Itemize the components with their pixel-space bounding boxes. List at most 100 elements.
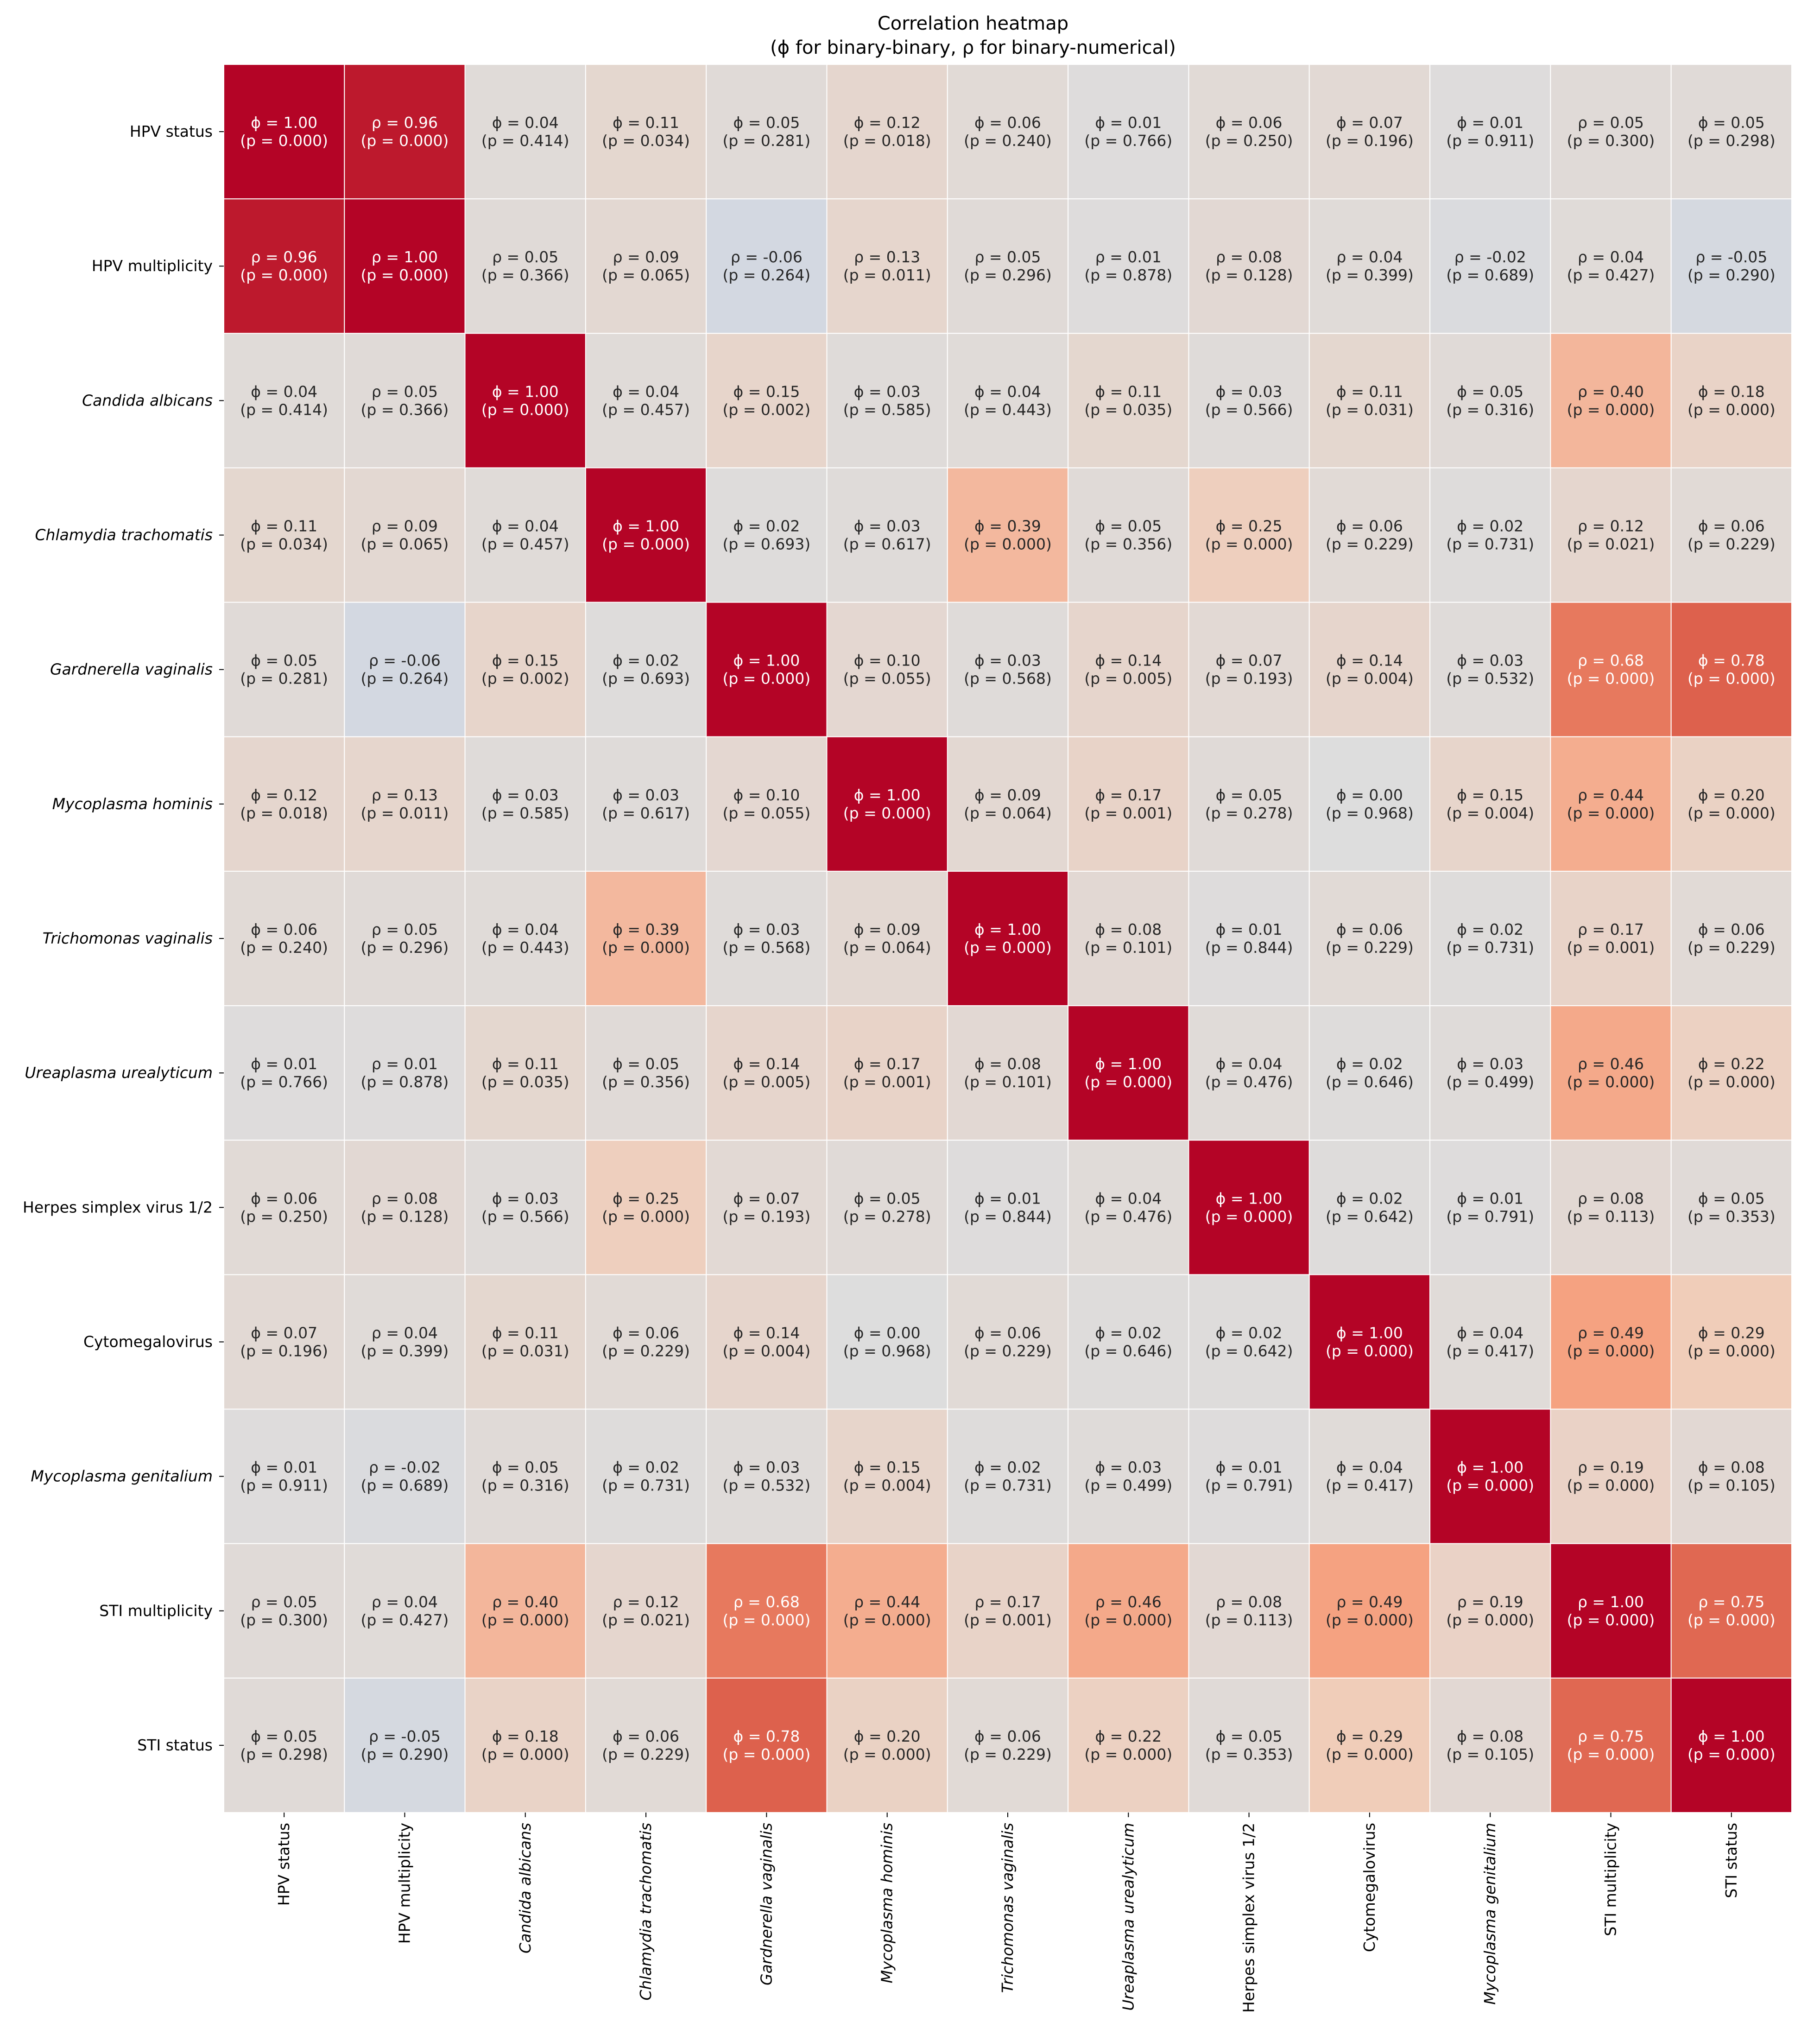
- cell-coefficient-label: ρ = 0.01: [1095, 248, 1162, 266]
- cell-pvalue-label: (p = 0.128): [1205, 266, 1293, 284]
- cell-coefficient-label: ρ = 0.17: [1578, 920, 1644, 938]
- cell-coefficient-label: ϕ = 0.03: [492, 786, 559, 804]
- cell-pvalue-label: (p = 0.001): [1567, 938, 1655, 957]
- heatmap-cell: [1068, 1543, 1189, 1679]
- cell-pvalue-label: (p = 0.113): [1567, 1207, 1655, 1225]
- cell-pvalue-label: (p = 0.399): [1326, 266, 1414, 284]
- cell-coefficient-label: ϕ = 0.04: [492, 920, 559, 938]
- heatmap-cell: [1308, 1140, 1431, 1275]
- cell-coefficient-label: ϕ = 1.00: [492, 382, 559, 400]
- heatmap-cell: [464, 1543, 586, 1679]
- cell-pvalue-label: (p = 0.229): [964, 1342, 1052, 1360]
- heatmap-cell: [1429, 602, 1551, 737]
- cell-coefficient-label: ρ = 0.04: [1578, 248, 1644, 266]
- cell-pvalue-label: (p = 0.000): [1205, 1207, 1293, 1225]
- cell-coefficient-label: ϕ = 0.29: [1698, 1324, 1765, 1342]
- x-axis-tick-labels: HPV status HPV multiplicity Candida albica…: [275, 1813, 1740, 2013]
- heatmap-cells: ϕ = 1.00(p = 0.000)ρ = 0.96(p = 0.000)ϕ …: [223, 64, 1793, 1813]
- cell-coefficient-label: ϕ = 0.04: [1216, 1055, 1283, 1073]
- cell-pvalue-label: (p = 0.002): [481, 670, 569, 688]
- cell-pvalue-label: (p = 0.000): [361, 132, 449, 150]
- cell-pvalue-label: (p = 0.532): [722, 1477, 810, 1495]
- cell-coefficient-label: ϕ = 0.11: [613, 114, 679, 132]
- cell-pvalue-label: (p = 0.298): [240, 1745, 328, 1763]
- heatmap-cell: [1188, 1274, 1310, 1410]
- cell-coefficient-label: ϕ = 0.08: [1095, 920, 1162, 938]
- heatmap-cell: [1429, 1408, 1551, 1544]
- y-tick-label: Mycoplasma genitalium: [31, 1467, 213, 1485]
- cell-coefficient-label: ϕ = 0.02: [733, 517, 800, 535]
- cell-coefficient-label: ϕ = 0.02: [1336, 1189, 1403, 1207]
- cell-coefficient-label: ϕ = 0.39: [974, 517, 1041, 535]
- cell-pvalue-label: (p = 0.005): [1084, 670, 1172, 688]
- cell-pvalue-label: (p = 0.000): [361, 266, 449, 284]
- cell-pvalue-label: (p = 0.113): [1205, 1611, 1293, 1629]
- cell-coefficient-label: ρ = 0.05: [372, 920, 438, 938]
- cell-pvalue-label: (p = 0.499): [1084, 1477, 1172, 1495]
- cell-coefficient-label: ϕ = 0.22: [1698, 1055, 1765, 1073]
- heatmap-cell: [826, 1140, 948, 1275]
- cell-pvalue-label: (p = 0.532): [1446, 670, 1534, 688]
- cell-pvalue-label: (p = 0.791): [1446, 1207, 1534, 1225]
- cell-coefficient-label: ϕ = 0.05: [251, 1727, 317, 1745]
- cell-pvalue-label: (p = 0.585): [843, 400, 931, 418]
- heatmap-cell: [344, 736, 466, 872]
- heatmap-cell: [1429, 1140, 1551, 1275]
- heatmap-cell: [1670, 870, 1793, 1007]
- cell-pvalue-label: (p = 0.000): [1567, 1745, 1655, 1763]
- heatmap-cell: [585, 64, 707, 200]
- heatmap-cell: [464, 870, 586, 1007]
- cell-pvalue-label: (p = 0.566): [481, 1207, 569, 1225]
- cell-pvalue-label: (p = 0.000): [1567, 1073, 1655, 1091]
- cell-pvalue-label: (p = 0.196): [1326, 132, 1414, 150]
- heatmap-cell: [1550, 1005, 1672, 1141]
- heatmap-cell: [344, 1005, 466, 1141]
- cell-coefficient-label: ϕ = 0.17: [854, 1055, 921, 1073]
- cell-pvalue-label: (p = 0.000): [1567, 670, 1655, 688]
- cell-coefficient-label: ϕ = 1.00: [854, 786, 921, 804]
- heatmap-cell: [464, 1408, 586, 1544]
- cell-pvalue-label: (p = 0.417): [1326, 1477, 1414, 1495]
- cell-coefficient-label: ϕ = 0.10: [733, 786, 800, 804]
- cell-coefficient-label: ρ = 0.08: [1216, 1593, 1282, 1611]
- cell-pvalue-label: (p = 0.000): [602, 938, 690, 957]
- x-tick-label: HPV status: [275, 1823, 293, 1906]
- cell-coefficient-label: ϕ = 1.00: [1095, 1055, 1162, 1073]
- cell-coefficient-label: ρ = 0.04: [372, 1324, 438, 1342]
- x-tick-label: Gardnerella vaginalis: [757, 1823, 775, 1985]
- heatmap-cell: [706, 1274, 828, 1410]
- cell-coefficient-label: ϕ = 0.03: [854, 517, 921, 535]
- cell-coefficient-label: ϕ = 0.06: [1336, 517, 1403, 535]
- heatmap-cell: [1188, 1543, 1310, 1679]
- heatmap-cell: [706, 1140, 828, 1275]
- cell-coefficient-label: ϕ = 0.14: [733, 1324, 800, 1342]
- cell-pvalue-label: (p = 0.766): [240, 1073, 328, 1091]
- cell-pvalue-label: (p = 0.427): [361, 1611, 449, 1629]
- heatmap-cell: [223, 602, 345, 737]
- cell-coefficient-label: ϕ = 0.22: [1095, 1727, 1162, 1745]
- cell-coefficient-label: ϕ = 0.11: [251, 517, 317, 535]
- cell-coefficient-label: ϕ = 0.06: [974, 1727, 1041, 1745]
- cell-pvalue-label: (p = 0.731): [1446, 535, 1534, 553]
- cell-pvalue-label: (p = 0.585): [481, 804, 569, 822]
- cell-pvalue-label: (p = 0.035): [481, 1073, 569, 1091]
- cell-pvalue-label: (p = 0.693): [722, 535, 810, 553]
- cell-pvalue-label: (p = 0.000): [1326, 1342, 1414, 1360]
- cell-coefficient-label: ϕ = 0.12: [854, 114, 921, 132]
- heatmap-cell: [1068, 736, 1189, 872]
- cell-pvalue-label: (p = 0.000): [964, 938, 1052, 957]
- y-tick-label: HPV multiplicity: [92, 257, 213, 275]
- cell-pvalue-label: (p = 0.065): [361, 535, 449, 553]
- cell-pvalue-label: (p = 0.731): [964, 1477, 1052, 1495]
- y-tick-label: Mycoplasma hominis: [52, 795, 213, 813]
- cell-pvalue-label: (p = 0.021): [602, 1611, 690, 1629]
- cell-coefficient-label: ϕ = 0.02: [613, 652, 679, 670]
- cell-coefficient-label: ϕ = 0.02: [1336, 1055, 1403, 1073]
- cell-pvalue-label: (p = 0.229): [1687, 938, 1776, 957]
- heatmap-cell: [706, 870, 828, 1007]
- cell-pvalue-label: (p = 0.290): [1687, 266, 1776, 284]
- cell-coefficient-label: ϕ = 0.05: [1698, 1189, 1765, 1207]
- cell-coefficient-label: ρ = 0.44: [854, 1593, 920, 1611]
- cell-coefficient-label: ϕ = 0.18: [1698, 382, 1765, 400]
- cell-coefficient-label: ρ = 0.68: [1578, 652, 1644, 670]
